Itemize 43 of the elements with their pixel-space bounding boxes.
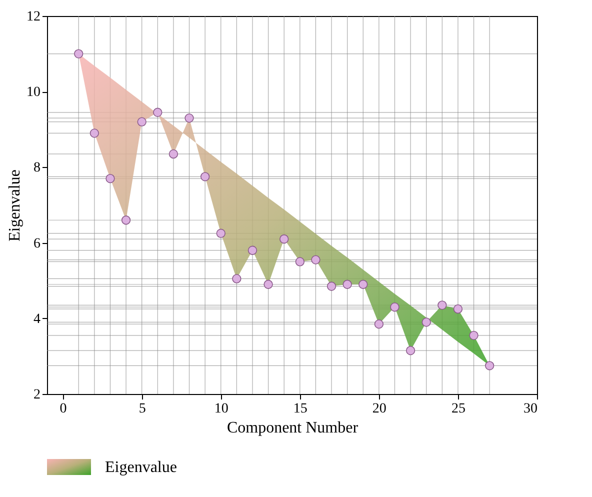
x-tick-label: 20 bbox=[372, 402, 386, 416]
x-tick-label: 30 bbox=[524, 402, 538, 416]
point bbox=[422, 318, 431, 327]
point bbox=[311, 255, 320, 264]
point bbox=[232, 274, 242, 284]
y-tick-label: 8 bbox=[34, 160, 40, 176]
point bbox=[406, 346, 416, 356]
y-axis-title: Eigenvalue bbox=[6, 170, 24, 242]
point bbox=[453, 304, 463, 314]
x-tick-label: 15 bbox=[293, 402, 308, 416]
x-tick-label: 0 bbox=[60, 402, 67, 416]
x-tick-label: 25 bbox=[451, 402, 466, 416]
y-tick-label: 4 bbox=[34, 312, 40, 327]
point bbox=[390, 302, 400, 312]
point bbox=[137, 117, 146, 126]
point bbox=[438, 300, 447, 310]
point bbox=[358, 280, 368, 289]
y-tick-label: 10 bbox=[26, 85, 40, 100]
x-tick-label: 10 bbox=[214, 402, 228, 416]
point bbox=[121, 216, 131, 225]
point bbox=[326, 282, 336, 291]
x-axis-title: Component Number bbox=[226, 420, 359, 436]
point bbox=[216, 228, 226, 238]
point bbox=[374, 319, 384, 329]
point bbox=[248, 246, 258, 255]
point bbox=[106, 174, 115, 184]
point bbox=[342, 280, 352, 289]
point bbox=[200, 172, 210, 182]
point bbox=[153, 108, 162, 117]
y-tick-label: 2 bbox=[34, 388, 40, 402]
point bbox=[168, 149, 178, 159]
legend-label: Eigenvalue bbox=[105, 459, 177, 476]
point bbox=[469, 330, 478, 340]
x-tick-label: 5 bbox=[138, 402, 146, 416]
point bbox=[485, 361, 494, 370]
y-tick-label: 6 bbox=[34, 236, 40, 252]
point bbox=[280, 234, 289, 244]
point bbox=[295, 257, 304, 266]
y-tick-label: 12 bbox=[26, 10, 40, 24]
point bbox=[90, 128, 99, 138]
point bbox=[74, 49, 84, 58]
point bbox=[264, 280, 273, 289]
point bbox=[184, 113, 194, 123]
